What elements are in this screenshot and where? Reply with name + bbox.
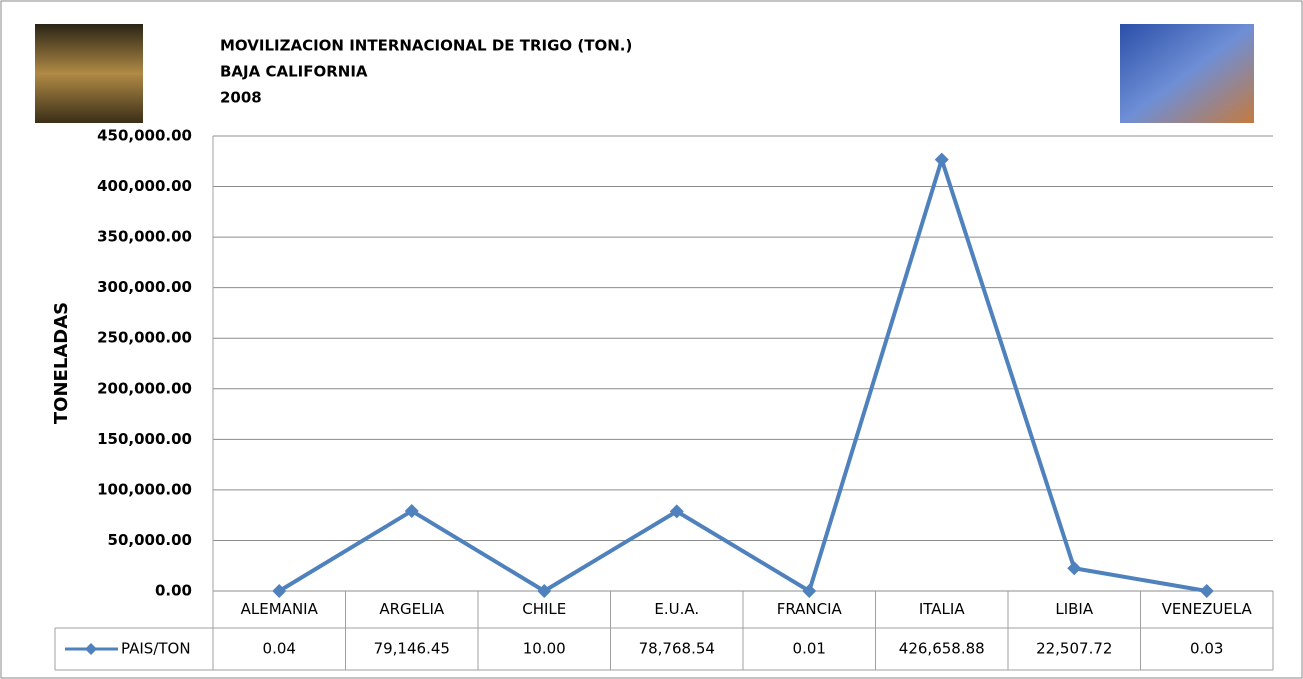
x-tick-label: ARGELIA: [379, 600, 445, 618]
title-line: BAJA CALIFORNIA: [220, 63, 368, 81]
y-tick-label: 100,000.00: [97, 480, 192, 498]
table-value: 79,146.45: [374, 640, 450, 658]
legend-label: PAIS/TON: [121, 640, 191, 658]
y-tick-label: 50,000.00: [108, 531, 192, 549]
wheat-image-left: [35, 24, 143, 123]
table-value: 78,768.54: [639, 640, 715, 658]
x-tick-label: ALEMANIA: [241, 600, 319, 618]
x-tick-label: FRANCIA: [777, 600, 843, 618]
chart: MOVILIZACION INTERNACIONAL DE TRIGO (TON…: [0, 0, 1303, 679]
table-value: 10.00: [523, 640, 566, 658]
y-tick-label: 150,000.00: [97, 430, 192, 448]
table-value: 22,507.72: [1036, 640, 1112, 658]
x-tick-label: E.U.A.: [654, 600, 699, 618]
title-line: 2008: [220, 89, 262, 107]
table-value: 0.04: [263, 640, 296, 658]
x-tick-label: CHILE: [522, 600, 566, 618]
y-tick-label: 250,000.00: [97, 329, 192, 347]
chart-frame: [1, 1, 1302, 678]
table-value: 0.03: [1190, 640, 1223, 658]
y-tick-label: 300,000.00: [97, 278, 192, 296]
x-tick-label: LIBIA: [1055, 600, 1093, 618]
table-value: 0.01: [793, 640, 826, 658]
y-tick-label: 400,000.00: [97, 177, 192, 195]
x-tick-label: ITALIA: [919, 600, 965, 618]
x-tick-label: VENEZUELA: [1162, 600, 1253, 618]
y-tick-label: 350,000.00: [97, 228, 192, 246]
y-tick-label: 450,000.00: [97, 127, 192, 145]
wheat-image-right: [1120, 24, 1254, 123]
table-value: 426,658.88: [899, 640, 985, 658]
title-line: MOVILIZACION INTERNACIONAL DE TRIGO (TON…: [220, 37, 632, 55]
y-axis-label: TONELADAS: [51, 302, 72, 424]
y-tick-label: 0.00: [155, 582, 192, 600]
y-tick-label: 200,000.00: [97, 379, 192, 397]
